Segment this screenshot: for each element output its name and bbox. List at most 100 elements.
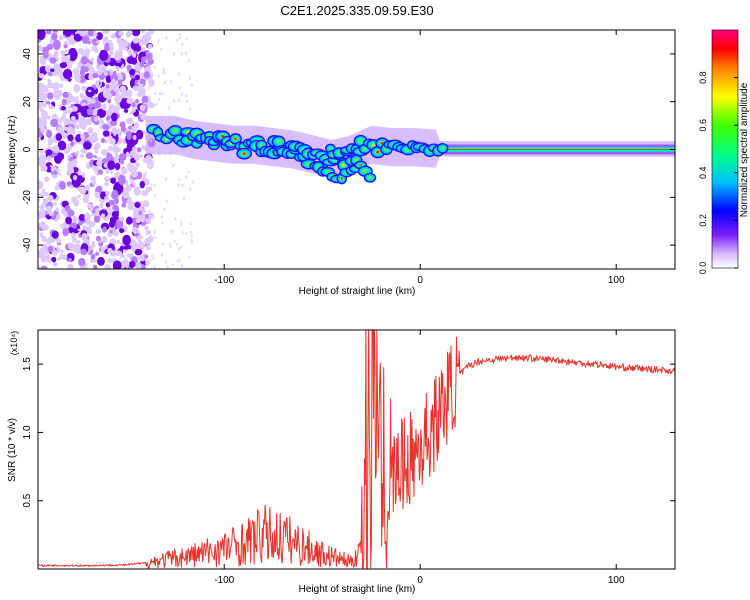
spectrogram-noise-blob (52, 39, 61, 51)
spectrogram-noise-blob (164, 177, 168, 181)
spectrogram-noise-blob (160, 215, 164, 219)
spectrogram-noise-blob (99, 49, 109, 61)
spectrogram-noise-blob (41, 188, 46, 193)
spectrogram-noise-blob (112, 105, 118, 112)
spectrogram-noise-blob (81, 66, 89, 73)
spectrogram-noise-blob (178, 178, 181, 182)
spectrogram-noise-blob (116, 250, 123, 257)
spectrogram-noise-blob (84, 263, 88, 267)
spectrogram-xtick-label: -100 (214, 275, 234, 286)
spectrogram-noise-blob (118, 40, 126, 51)
spectrogram-noise-blob (132, 37, 139, 44)
spectrogram-noise-blob (89, 207, 94, 211)
spectrogram-blob-core (440, 146, 446, 151)
spectrogram-noise-blob (48, 211, 54, 217)
spectrogram-noise-blob (83, 141, 92, 150)
spectrogram-noise-blob (118, 228, 125, 234)
spectrogram-noise-blob (102, 30, 110, 35)
spectrogram-noise-blob (139, 215, 146, 223)
spectrogram-noise-blob (77, 228, 81, 231)
colorbar-tick-label: 0.6 (698, 119, 708, 132)
spectrogram-blob-peak (376, 150, 380, 154)
spectrogram-noise-blob (67, 209, 75, 217)
spectrogram-noise-blob (146, 52, 153, 60)
spectrogram-noise-blob (42, 248, 49, 254)
spectrogram-noise-blob (185, 51, 188, 56)
spectrogram-noise-blob (103, 130, 110, 137)
spectrogram-noise-blob (132, 85, 140, 92)
spectrogram-noise-blob (85, 152, 94, 160)
spectrogram-noise-blob (147, 95, 151, 99)
snr-xtick-label: -100 (214, 575, 234, 586)
spectrogram-noise-blob (135, 129, 144, 140)
spectrogram-noise-blob (85, 184, 90, 191)
spectrogram-noise-blob (111, 82, 120, 89)
spectrogram-noise-blob (105, 75, 112, 84)
spectrogram-blob-core (171, 128, 179, 134)
spectrogram-noise-blob (63, 119, 69, 124)
spectrogram-noise-blob (131, 30, 141, 37)
spectrogram-noise-blob (52, 145, 60, 153)
spectrogram-noise-blob (147, 102, 155, 109)
spectrogram-noise-blob (50, 137, 57, 143)
spectrogram-noise-blob (180, 223, 183, 227)
spectrogram-noise-blob (67, 263, 74, 269)
spectrogram-noise-blob (103, 36, 109, 42)
spectrogram-noise-blob (67, 65, 72, 69)
spectrogram-noise-blob (97, 169, 104, 175)
spectrogram-noise-blob (50, 118, 59, 127)
spectrogram-noise-blob (160, 253, 164, 257)
spectrogram-noise-blob (114, 94, 122, 104)
spectrogram-noise-blob (67, 242, 75, 250)
snr-xtick-label: 100 (608, 575, 625, 586)
spectrogram-noise-blob (60, 78, 64, 82)
colorbar-tick-label: 0.2 (698, 214, 708, 227)
snr-series-line (38, 330, 675, 569)
spectrogram-noise-blob (139, 78, 146, 84)
spectrogram-blob-peak (242, 152, 247, 155)
spectrogram-noise-blob (83, 197, 89, 204)
spectrogram-noise-blob (44, 176, 50, 182)
spectrogram-noise-blob (139, 180, 146, 189)
spectrogram-noise-blob (42, 197, 49, 205)
spectrogram-noise-blob (116, 66, 120, 71)
spectrogram-noise-blob (45, 149, 53, 156)
spectrogram-noise-blob (126, 253, 130, 258)
spectrogram-noise-blob (62, 68, 73, 80)
spectrogram-noise-blob (189, 187, 192, 192)
spectrogram-noise-blob (117, 79, 123, 86)
spectrogram-noise-blob (57, 126, 62, 132)
spectrogram-noise-blob (77, 48, 85, 55)
spectrogram-noise-blob (125, 130, 132, 137)
colorbar-gradient (711, 29, 739, 269)
spectrogram-noise-blob (118, 153, 127, 161)
spectrogram-noise-blob (130, 169, 139, 178)
spectrogram-noise-blob (124, 42, 129, 47)
spectrogram-noise-blob (145, 59, 148, 63)
spectrogram-noise-blob (144, 238, 151, 245)
spectrogram-noise-blob (70, 232, 75, 238)
spectrogram-noise-blob (99, 202, 104, 209)
snr-ticks: -100 0 100 0.5 1.0 1.5 (22, 330, 675, 586)
spectrogram-noise-blob (140, 235, 144, 239)
spectrogram-noise-blob (74, 243, 81, 251)
spectrogram-noise-blob (134, 245, 138, 250)
spectrogram-noise-blob (79, 75, 86, 83)
spectrogram-noise-blob (143, 158, 148, 164)
spectrogram-noise-blob (46, 205, 52, 212)
spectrogram-noise-blob (107, 247, 113, 255)
spectrogram-noise-blob (134, 162, 140, 168)
spectrogram-noise-blob (190, 238, 193, 243)
spectrogram-noise-blob (92, 180, 97, 186)
spectrogram-noise-blob (63, 44, 68, 49)
spectrogram-noise-blob (47, 82, 55, 89)
spectrogram-noise-blob (177, 72, 181, 76)
spectrogram-noise-blob (110, 34, 116, 39)
spectrogram-noise-blob (109, 222, 115, 228)
spectrogram-noise-blob (180, 264, 183, 268)
spectrogram-noise-blob (38, 197, 41, 202)
spectrogram-noise-blob (58, 35, 64, 41)
spectrogram-noise-blob (100, 149, 108, 156)
snr-xlabel: Height of straight line (km) (299, 584, 416, 595)
spectrogram-noise-blob (49, 57, 57, 64)
